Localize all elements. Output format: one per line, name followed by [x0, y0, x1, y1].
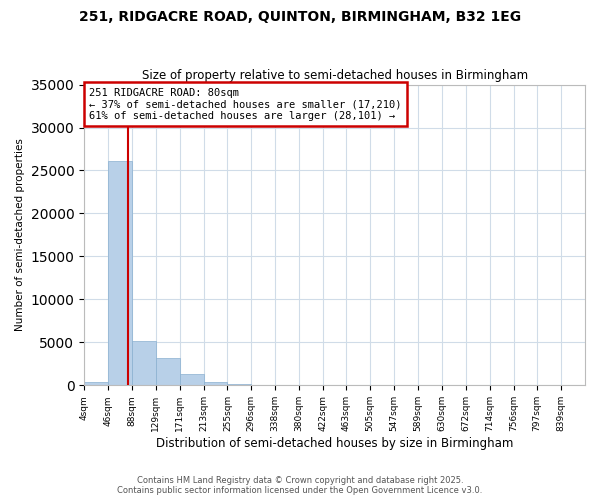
Text: 251 RIDGACRE ROAD: 80sqm
← 37% of semi-detached houses are smaller (17,210)
61% : 251 RIDGACRE ROAD: 80sqm ← 37% of semi-d…: [89, 88, 401, 121]
Bar: [84, 382, 108, 386]
X-axis label: Distribution of semi-detached houses by size in Birmingham: Distribution of semi-detached houses by …: [156, 437, 513, 450]
Text: 251, RIDGACRE ROAD, QUINTON, BIRMINGHAM, B32 1EG: 251, RIDGACRE ROAD, QUINTON, BIRMINGHAM,…: [79, 10, 521, 24]
Bar: [132, 340, 155, 386]
Bar: [179, 374, 203, 386]
Bar: [203, 382, 227, 386]
Text: Contains HM Land Registry data © Crown copyright and database right 2025.
Contai: Contains HM Land Registry data © Crown c…: [118, 476, 482, 495]
Bar: [108, 161, 132, 386]
Bar: [227, 384, 251, 386]
Title: Size of property relative to semi-detached houses in Birmingham: Size of property relative to semi-detach…: [142, 69, 527, 82]
Bar: [155, 358, 179, 386]
Y-axis label: Number of semi-detached properties: Number of semi-detached properties: [15, 138, 25, 332]
